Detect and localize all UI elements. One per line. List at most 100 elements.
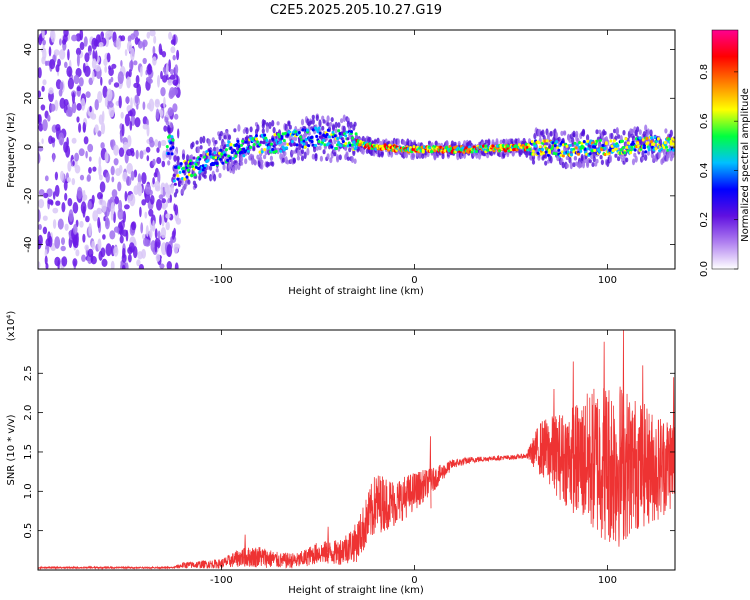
heatmap-cell <box>146 155 150 162</box>
heatmap-cell <box>573 141 577 145</box>
heatmap-cell <box>303 145 307 149</box>
heatmap-cell <box>76 186 83 200</box>
heatmap-cell <box>586 134 590 142</box>
heatmap-cell <box>197 166 201 171</box>
heatmap-cell <box>644 154 648 162</box>
snr-frame <box>37 329 676 571</box>
heatmap-cell <box>111 176 115 183</box>
heatmap-cell <box>157 230 161 240</box>
heatmap-cell <box>250 154 255 159</box>
heatmap-cell <box>163 96 166 109</box>
heatmap-cell <box>631 158 636 166</box>
heatmap-cell <box>595 158 599 164</box>
heatmap-cell <box>103 216 106 222</box>
heatmap-cell <box>174 64 179 75</box>
heatmap-cell <box>344 142 348 146</box>
heatmap-cell <box>594 142 598 146</box>
heatmap-cell <box>219 148 223 152</box>
heatmap-cell <box>585 142 589 146</box>
heatmap-cell <box>124 113 130 127</box>
heatmap-cell <box>137 40 143 49</box>
heatmap-cell <box>83 36 88 47</box>
heatmap-cell <box>170 152 174 156</box>
heatmap-cell <box>62 34 68 43</box>
heatmap-cell <box>664 128 668 134</box>
heatmap-cell <box>172 79 179 86</box>
heatmap-cell <box>137 173 142 184</box>
heatmap-cell <box>52 191 56 200</box>
heatmap-cell <box>111 63 117 69</box>
heatmap-cell <box>544 150 548 154</box>
heatmap-cell <box>159 263 165 269</box>
heatmap-cell <box>44 60 48 66</box>
heatmap-cell <box>52 207 59 214</box>
heatmap-cell <box>156 147 160 153</box>
heatmap-cell <box>665 145 668 149</box>
heatmap-cell <box>344 134 348 138</box>
heatmap-cell <box>136 103 139 110</box>
heatmap-cell <box>630 129 634 136</box>
heatmap-cell <box>173 155 178 162</box>
heatmap-cell <box>157 140 162 149</box>
heatmap-cell <box>333 134 337 138</box>
heatmap-cell <box>378 144 382 149</box>
heatmap-cell <box>57 218 64 230</box>
heatmap-cell <box>67 198 73 207</box>
heatmap-cell <box>219 157 223 161</box>
heatmap-cell <box>514 144 518 148</box>
heatmap-cell <box>192 167 196 171</box>
heatmap-cell <box>555 152 558 156</box>
heatmap-cell <box>166 261 172 269</box>
heatmap-cell <box>660 147 664 151</box>
heatmap-cell <box>113 226 120 233</box>
heatmap-cell <box>281 132 285 136</box>
heatmap-cell <box>601 143 605 148</box>
heatmap-cell <box>206 152 210 156</box>
heatmap-cell <box>608 148 612 152</box>
heatmap-cell <box>604 141 608 145</box>
heatmap-cell <box>175 217 182 225</box>
heatmap-cell <box>187 179 191 185</box>
heatmap-cell <box>646 141 650 145</box>
heatmap-cell <box>71 34 78 42</box>
heatmap-cell <box>41 85 45 92</box>
heatmap-cell <box>504 149 507 153</box>
heatmap-cell <box>276 121 280 126</box>
heatmap-cell <box>303 151 307 160</box>
heatmap-cell <box>148 209 154 217</box>
heatmap-cell <box>84 65 91 78</box>
heatmap-cell <box>326 115 330 123</box>
heatmap-cell <box>75 47 82 56</box>
heatmap-cell <box>175 165 179 169</box>
heatmap-cell <box>244 158 248 165</box>
heatmap-cell <box>150 195 155 205</box>
heatmap-cell <box>48 87 54 95</box>
heatmap-cell <box>669 129 673 137</box>
heatmap-cell <box>354 132 358 136</box>
heatmap-cell <box>231 156 235 160</box>
heatmap-cell <box>563 151 567 155</box>
heatmap-cell <box>48 46 52 57</box>
heatmap-cell <box>302 139 306 143</box>
heatmap-cell <box>173 182 177 186</box>
heatmap-cell <box>78 148 85 157</box>
heatmap-cell <box>411 152 415 161</box>
heatmap-cell <box>154 99 160 108</box>
heatmap-cell <box>154 241 158 253</box>
colorbar: 0.0 0.2 0.4 0.6 0.8 Normalized spectral ampl… <box>699 29 750 277</box>
heatmap-cell <box>130 47 135 61</box>
heatmap-cell <box>198 157 202 161</box>
heatmap-cell <box>100 247 106 258</box>
heatmap-cell <box>421 150 425 154</box>
heatmap-cell <box>226 143 230 147</box>
heatmap-cell <box>209 165 213 171</box>
heatmap-cell <box>278 135 282 139</box>
heatmap-cell <box>310 135 314 139</box>
heatmap-cell <box>318 145 322 151</box>
heatmap-cell <box>156 157 162 164</box>
heatmap-cell <box>167 124 171 133</box>
heatmap-cell <box>82 196 86 203</box>
heatmap-cell <box>90 256 97 265</box>
heatmap-cell <box>336 154 340 161</box>
heatmap-cell <box>38 152 41 165</box>
